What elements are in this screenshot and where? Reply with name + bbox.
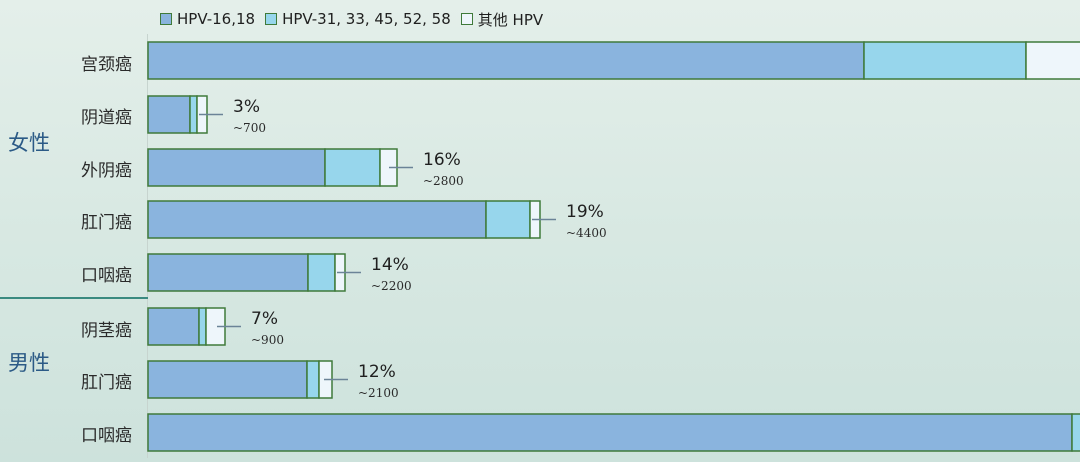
bar-segment-vulvar-hpv-31-33-45-52-58: [324, 148, 381, 187]
legend-item-hpv-16-18: HPV-16,18: [160, 10, 255, 28]
count-label-penile: ~900: [251, 333, 284, 347]
bar-segment-penile-hpv-16-18: [147, 307, 200, 346]
legend-swatch-hpv-31-33-45-52-58: [265, 13, 278, 25]
percent-label-penile: 7%: [251, 309, 278, 329]
legend-item-other-hpv: 其他 HPV: [460, 9, 544, 30]
count-label-vaginal: ~700: [233, 121, 266, 135]
percent-label-anal-male: 12%: [358, 362, 396, 382]
group-divider: [0, 297, 148, 299]
count-label-anal-female: ~4400: [566, 226, 607, 240]
category-label-penile: 阴茎癌: [81, 321, 132, 341]
bar-segment-vaginal-hpv-31-33-45-52-58: [189, 95, 198, 134]
legend-item-hpv-31-33-45-52-58: HPV-31, 33, 45, 52, 58: [265, 10, 451, 28]
bar-segment-cervical-other-hpv: [1025, 41, 1080, 80]
bar-segment-vulvar-hpv-16-18: [147, 148, 326, 187]
percent-label-oropharyngeal-female: 14%: [371, 255, 409, 275]
percent-label-anal-female: 19%: [566, 202, 604, 222]
legend-label-hpv-16-18: HPV-16,18: [177, 10, 256, 28]
count-label-anal-male: ~2100: [358, 386, 399, 400]
category-axis-line: [147, 34, 148, 458]
category-label-anal-male: 肛门癌: [81, 373, 132, 393]
bar-segment-cervical-hpv-31-33-45-52-58: [863, 41, 1027, 80]
legend-label-other-hpv: 其他 HPV: [477, 10, 544, 29]
category-label-oropharyngeal-female: 口咽癌: [81, 266, 132, 286]
bar-segment-oropharyngeal-female-hpv-16-18: [147, 253, 309, 292]
bar-segment-oropharyngeal-male-hpv-31-33-45-52-58: [1071, 413, 1080, 452]
legend-swatch-hpv-16-18: [160, 13, 172, 25]
legend-swatch-other-hpv: [460, 13, 473, 25]
bar-segment-anal-female-hpv-31-33-45-52-58: [485, 200, 531, 239]
percent-label-vaginal: 3%: [233, 97, 260, 117]
category-label-anal-female: 肛门癌: [81, 213, 132, 233]
count-label-oropharyngeal-female: ~2200: [371, 279, 412, 293]
chart-legend: HPV-16,18 HPV-31, 33, 45, 52, 58 其他 HPV: [160, 8, 543, 30]
bar-segment-penile-hpv-31-33-45-52-58: [198, 307, 207, 346]
legend-label-hpv-31-33-45-52-58: HPV-31, 33, 45, 52, 58: [282, 10, 451, 28]
category-label-cervical: 宫颈癌: [81, 55, 132, 75]
category-label-vulvar: 外阴癌: [81, 161, 132, 181]
bar-segment-oropharyngeal-female-hpv-31-33-45-52-58: [307, 253, 336, 292]
bar-segment-anal-male-hpv-31-33-45-52-58: [306, 360, 320, 399]
bar-segment-anal-male-hpv-16-18: [147, 360, 308, 399]
percent-label-vulvar: 16%: [423, 150, 461, 170]
bar-segment-cervical-hpv-16-18: [147, 41, 865, 80]
category-label-oropharyngeal-male: 口咽癌: [81, 426, 132, 446]
group-label-female: 女性: [8, 131, 50, 155]
category-label-vaginal: 阴道癌: [81, 108, 132, 128]
bar-segment-anal-female-hpv-16-18: [147, 200, 487, 239]
count-label-vulvar: ~2800: [423, 174, 464, 188]
group-label-male: 男性: [8, 351, 50, 375]
bar-segment-vaginal-hpv-16-18: [147, 95, 191, 134]
bar-segment-oropharyngeal-male-hpv-16-18: [147, 413, 1073, 452]
